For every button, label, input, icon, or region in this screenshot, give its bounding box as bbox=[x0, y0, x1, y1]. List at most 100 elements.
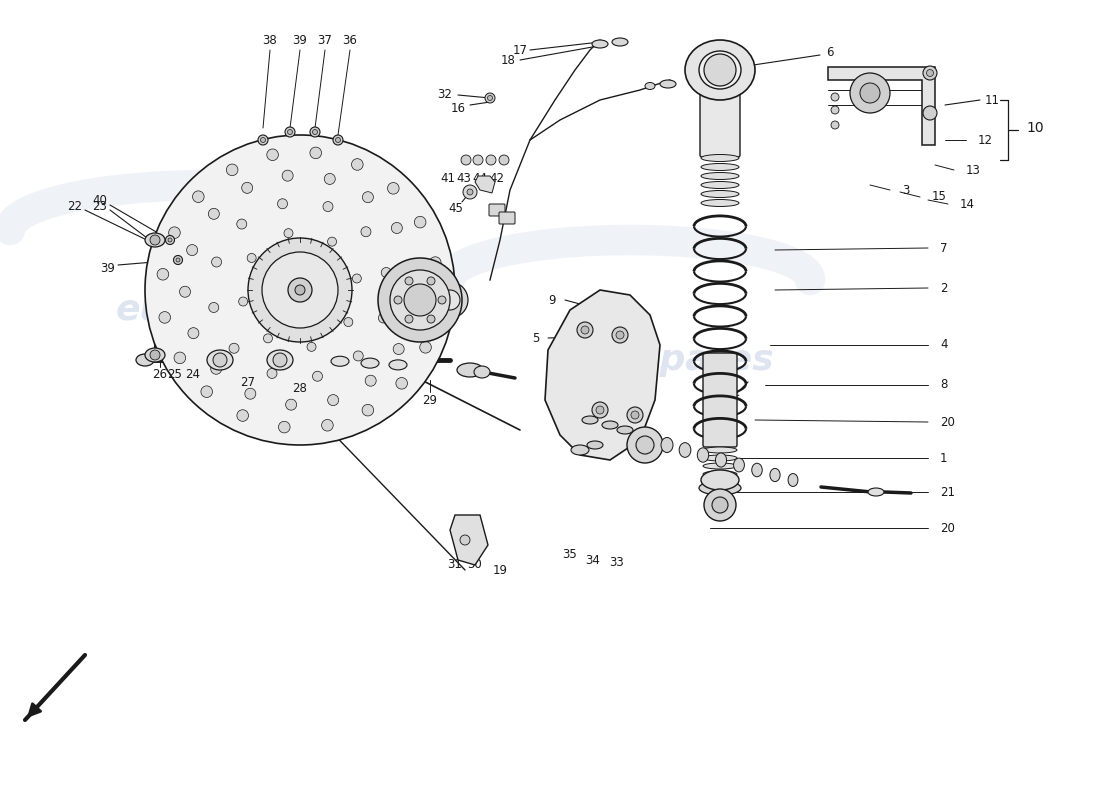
Text: 35: 35 bbox=[562, 549, 578, 562]
Circle shape bbox=[209, 302, 219, 313]
Circle shape bbox=[362, 192, 373, 202]
Circle shape bbox=[267, 369, 277, 378]
Circle shape bbox=[353, 351, 363, 361]
Circle shape bbox=[168, 238, 172, 242]
Circle shape bbox=[378, 313, 388, 323]
Circle shape bbox=[328, 394, 339, 406]
Ellipse shape bbox=[701, 173, 739, 179]
Text: 41: 41 bbox=[440, 171, 455, 185]
Ellipse shape bbox=[701, 163, 739, 170]
Text: 9: 9 bbox=[548, 294, 556, 306]
Circle shape bbox=[431, 300, 443, 311]
Circle shape bbox=[627, 407, 644, 423]
Circle shape bbox=[631, 411, 639, 419]
Circle shape bbox=[712, 497, 728, 513]
Circle shape bbox=[282, 170, 293, 181]
Circle shape bbox=[245, 388, 256, 399]
Ellipse shape bbox=[703, 463, 737, 469]
Circle shape bbox=[261, 138, 265, 142]
Circle shape bbox=[404, 284, 436, 316]
Circle shape bbox=[295, 285, 305, 295]
FancyBboxPatch shape bbox=[490, 204, 505, 216]
Circle shape bbox=[461, 155, 471, 165]
Text: 19: 19 bbox=[493, 563, 507, 577]
Text: 23: 23 bbox=[92, 201, 108, 214]
Circle shape bbox=[499, 155, 509, 165]
Text: 7: 7 bbox=[940, 242, 947, 254]
Text: 36: 36 bbox=[342, 34, 358, 46]
Text: eurospares: eurospares bbox=[546, 343, 774, 377]
Ellipse shape bbox=[136, 354, 154, 366]
Ellipse shape bbox=[679, 442, 691, 458]
Text: 27: 27 bbox=[241, 375, 255, 389]
Circle shape bbox=[596, 406, 604, 414]
Ellipse shape bbox=[703, 479, 737, 485]
Circle shape bbox=[174, 255, 183, 265]
Circle shape bbox=[390, 270, 450, 330]
Circle shape bbox=[636, 436, 654, 454]
Text: 31: 31 bbox=[448, 558, 462, 571]
Circle shape bbox=[188, 328, 199, 338]
Circle shape bbox=[201, 386, 212, 398]
Text: 32: 32 bbox=[438, 89, 452, 102]
Ellipse shape bbox=[207, 350, 233, 370]
Ellipse shape bbox=[734, 458, 745, 472]
FancyBboxPatch shape bbox=[703, 353, 737, 447]
Ellipse shape bbox=[701, 199, 739, 206]
Circle shape bbox=[176, 258, 180, 262]
Ellipse shape bbox=[868, 488, 884, 496]
Circle shape bbox=[248, 238, 352, 342]
Ellipse shape bbox=[145, 135, 455, 445]
Circle shape bbox=[394, 296, 402, 304]
Ellipse shape bbox=[697, 448, 708, 462]
Circle shape bbox=[208, 208, 219, 219]
Circle shape bbox=[438, 296, 446, 304]
Circle shape bbox=[179, 286, 190, 298]
Circle shape bbox=[352, 274, 361, 283]
Text: 11: 11 bbox=[984, 94, 1000, 106]
Circle shape bbox=[239, 297, 248, 306]
Circle shape bbox=[387, 182, 399, 194]
Circle shape bbox=[578, 322, 593, 338]
Circle shape bbox=[288, 278, 312, 302]
Text: 37: 37 bbox=[318, 34, 332, 46]
Text: 3: 3 bbox=[902, 183, 910, 197]
Circle shape bbox=[830, 106, 839, 114]
Circle shape bbox=[405, 277, 412, 285]
Ellipse shape bbox=[456, 363, 483, 377]
Text: 12: 12 bbox=[978, 134, 993, 146]
Circle shape bbox=[213, 353, 227, 367]
Circle shape bbox=[236, 410, 249, 422]
Text: 44: 44 bbox=[473, 171, 487, 185]
Circle shape bbox=[157, 269, 168, 280]
Circle shape bbox=[333, 135, 343, 145]
Ellipse shape bbox=[703, 447, 737, 453]
Circle shape bbox=[830, 121, 839, 129]
Ellipse shape bbox=[612, 38, 628, 46]
Circle shape bbox=[362, 404, 374, 416]
Circle shape bbox=[923, 106, 937, 120]
Circle shape bbox=[361, 226, 371, 237]
Circle shape bbox=[592, 402, 608, 418]
Ellipse shape bbox=[587, 441, 603, 449]
Ellipse shape bbox=[617, 426, 632, 434]
Text: 29: 29 bbox=[422, 394, 438, 406]
Circle shape bbox=[258, 135, 268, 145]
Ellipse shape bbox=[145, 233, 165, 247]
Ellipse shape bbox=[661, 438, 673, 453]
Ellipse shape bbox=[361, 358, 379, 368]
Circle shape bbox=[192, 191, 205, 202]
Circle shape bbox=[242, 182, 253, 194]
Text: 4: 4 bbox=[940, 338, 947, 351]
Ellipse shape bbox=[701, 470, 739, 490]
Circle shape bbox=[285, 127, 295, 137]
Circle shape bbox=[273, 353, 287, 367]
Ellipse shape bbox=[788, 474, 798, 486]
Circle shape bbox=[312, 130, 318, 134]
Circle shape bbox=[463, 185, 477, 199]
Polygon shape bbox=[828, 67, 935, 145]
Circle shape bbox=[310, 127, 320, 137]
Circle shape bbox=[392, 222, 403, 234]
Polygon shape bbox=[544, 290, 660, 460]
Circle shape bbox=[429, 257, 441, 268]
